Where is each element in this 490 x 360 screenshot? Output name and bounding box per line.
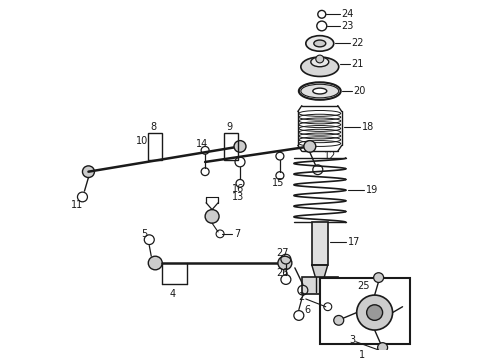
Circle shape [205, 210, 219, 223]
Text: 19: 19 [366, 185, 378, 195]
Ellipse shape [311, 57, 329, 67]
Circle shape [334, 315, 343, 325]
Ellipse shape [313, 88, 327, 94]
Text: 8: 8 [150, 122, 156, 132]
Ellipse shape [314, 40, 326, 47]
Bar [224, 133, 238, 160]
Text: 25: 25 [358, 281, 370, 291]
Text: 22: 22 [352, 39, 364, 49]
Circle shape [234, 141, 246, 152]
Text: 26: 26 [276, 268, 288, 278]
Circle shape [316, 55, 324, 63]
Text: 3: 3 [350, 335, 356, 345]
Text: 20: 20 [354, 86, 366, 96]
Circle shape [357, 295, 392, 330]
Bar [148, 133, 162, 160]
Bar [312, 222, 328, 265]
Circle shape [304, 141, 316, 152]
Ellipse shape [301, 57, 339, 76]
Text: 10: 10 [136, 136, 148, 145]
Text: 13: 13 [232, 192, 245, 202]
Text: 4: 4 [169, 289, 175, 299]
Circle shape [374, 273, 384, 283]
Text: 14: 14 [196, 139, 208, 149]
Text: 24: 24 [342, 9, 354, 19]
Text: 12: 12 [324, 151, 336, 161]
Text: 27: 27 [276, 248, 289, 258]
Text: 17: 17 [348, 237, 360, 247]
Text: 18: 18 [362, 122, 374, 132]
Text: 11: 11 [71, 200, 83, 210]
Text: 21: 21 [352, 59, 364, 69]
Text: 7: 7 [234, 229, 240, 239]
Circle shape [82, 166, 95, 177]
Text: 1: 1 [359, 350, 365, 360]
Polygon shape [312, 265, 328, 279]
Text: 16: 16 [232, 184, 245, 194]
Circle shape [378, 343, 388, 352]
Text: 2: 2 [298, 292, 304, 302]
Circle shape [367, 305, 383, 320]
Circle shape [148, 256, 162, 270]
Bar [320, 278, 410, 344]
Text: 6: 6 [305, 305, 311, 315]
Text: 5: 5 [141, 229, 147, 239]
Circle shape [278, 256, 292, 270]
Text: 23: 23 [342, 21, 354, 31]
Ellipse shape [301, 84, 339, 98]
Text: 9: 9 [226, 122, 232, 132]
Bar [302, 276, 338, 294]
Text: 15: 15 [272, 178, 284, 188]
Ellipse shape [306, 36, 334, 51]
